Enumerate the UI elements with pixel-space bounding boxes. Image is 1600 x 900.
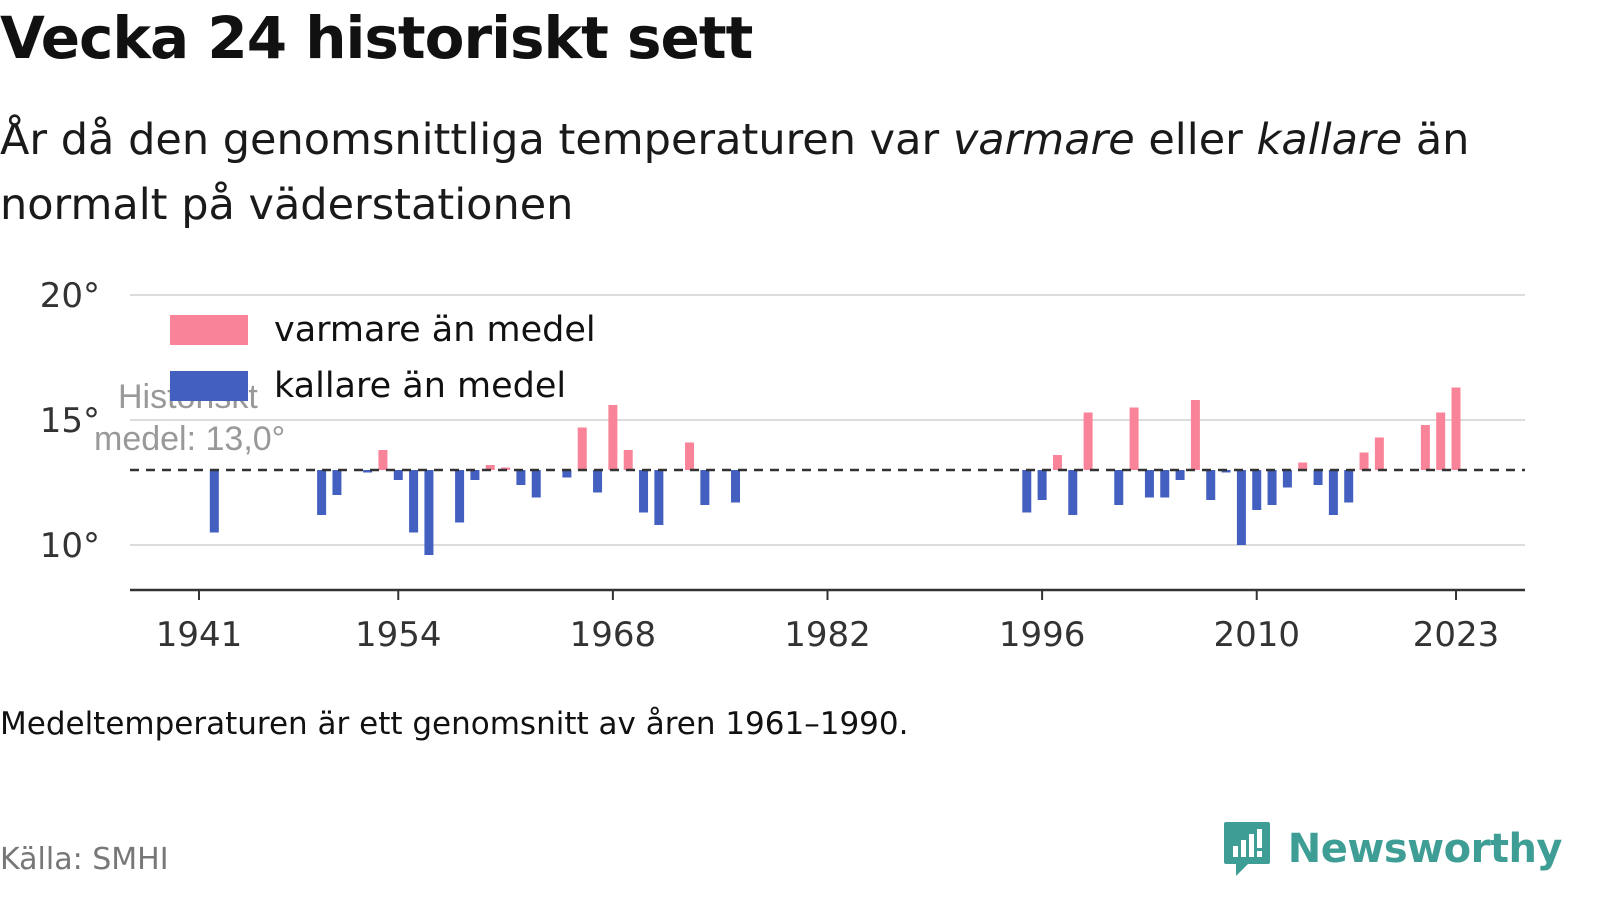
bar-1959 xyxy=(470,470,480,480)
bar-2012 xyxy=(1282,470,1292,488)
bar-2022 xyxy=(1436,412,1446,470)
chart-title: Vecka 24 historiskt sett xyxy=(0,4,753,72)
subtitle-part-3: än normalt på väderstationen xyxy=(0,115,1470,230)
bar-2016 xyxy=(1344,470,1354,503)
gridlines xyxy=(130,294,1525,546)
chart-subtitle: År då den genomsnittliga temperaturen va… xyxy=(0,108,1560,238)
bar-2009 xyxy=(1236,470,1246,545)
y-tick-label-20: 20° xyxy=(40,276,100,316)
bar-1995 xyxy=(1022,470,1032,513)
bar-1956 xyxy=(424,470,434,555)
bar-2007 xyxy=(1206,470,1216,500)
bar-1965 xyxy=(562,470,572,478)
newsworthy-logo-icon xyxy=(1223,822,1270,876)
bar-1967 xyxy=(593,470,603,493)
bar-1962 xyxy=(516,470,526,485)
bar-1950 xyxy=(332,470,342,495)
bar-2017 xyxy=(1359,452,1369,470)
y-tick-label-10: 10° xyxy=(40,526,100,566)
x-axis-ticks: 1941 1954 1968 1982 1996 2010 2023 xyxy=(156,590,1500,655)
bar-1974 xyxy=(700,470,710,505)
legend-cold-label: kallare än medel xyxy=(274,366,566,406)
y-axis-ticks: 10° 15° 20° xyxy=(40,276,100,566)
bar-1969 xyxy=(623,450,633,470)
bar-1949 xyxy=(317,470,327,515)
subtitle-cold-word: kallare xyxy=(1256,115,1403,165)
legend-warm-swatch xyxy=(170,315,248,345)
bar-1955 xyxy=(409,470,419,533)
bar-2005 xyxy=(1175,470,1185,480)
x-tick-label-1941: 1941 xyxy=(156,615,243,655)
bar-1960 xyxy=(485,465,495,470)
bar-1971 xyxy=(654,470,664,525)
brand-name: Newsworthy xyxy=(1287,826,1563,872)
y-tick-label-15: 15° xyxy=(40,401,100,441)
bar-1968 xyxy=(608,405,618,470)
subtitle-warm-word: varmare xyxy=(952,115,1135,165)
bar-2021 xyxy=(1420,425,1430,470)
x-tick-label-2010: 2010 xyxy=(1213,615,1300,655)
bar-2002 xyxy=(1129,407,1139,470)
bar-1998 xyxy=(1068,470,1078,515)
bar-1942 xyxy=(209,470,219,533)
brand-logo[interactable]: Newsworthy xyxy=(1222,820,1563,878)
subtitle-part-2: eller xyxy=(1134,115,1257,165)
legend-warm-label: varmare än medel xyxy=(274,310,596,350)
bar-1973 xyxy=(685,442,695,470)
bar-1958 xyxy=(455,470,465,523)
bar-2004 xyxy=(1160,470,1170,498)
bar-2010 xyxy=(1252,470,1262,510)
bar-2013 xyxy=(1298,462,1308,470)
x-tick-label-1954: 1954 xyxy=(355,615,442,655)
legend-cold-swatch xyxy=(170,371,248,401)
baseline-label-line-2: medel: 13,0° xyxy=(94,420,285,458)
bar-2006 xyxy=(1190,400,1200,470)
bar-2003 xyxy=(1144,470,1154,498)
x-tick-label-1982: 1982 xyxy=(784,615,871,655)
bar-1966 xyxy=(577,427,587,470)
bar-2018 xyxy=(1374,437,1384,470)
bar-2015 xyxy=(1328,470,1338,515)
bars xyxy=(209,387,1461,555)
bar-1976 xyxy=(731,470,741,503)
bar-1954 xyxy=(393,470,403,480)
bar-1996 xyxy=(1037,470,1047,500)
bar-1997 xyxy=(1052,455,1062,470)
bar-1953 xyxy=(378,450,388,470)
bar-2023 xyxy=(1451,387,1461,470)
source-credit: Källa: SMHI xyxy=(0,842,169,877)
bar-1963 xyxy=(531,470,541,498)
legend: varmare än medel kallare än medel xyxy=(170,310,596,406)
x-tick-label-2023: 2023 xyxy=(1413,615,1500,655)
bar-1952 xyxy=(363,470,373,473)
bar-2014 xyxy=(1313,470,1323,485)
bar-1999 xyxy=(1083,412,1093,470)
x-tick-label-1968: 1968 xyxy=(570,615,657,655)
x-tick-label-1996: 1996 xyxy=(999,615,1086,655)
subtitle-part-1: År då den genomsnittliga temperaturen va… xyxy=(0,115,953,165)
bar-2001 xyxy=(1114,470,1124,505)
footnote: Medeltemperaturen är ett genomsnitt av å… xyxy=(0,706,909,742)
bar-2011 xyxy=(1267,470,1277,505)
bar-1970 xyxy=(639,470,649,513)
